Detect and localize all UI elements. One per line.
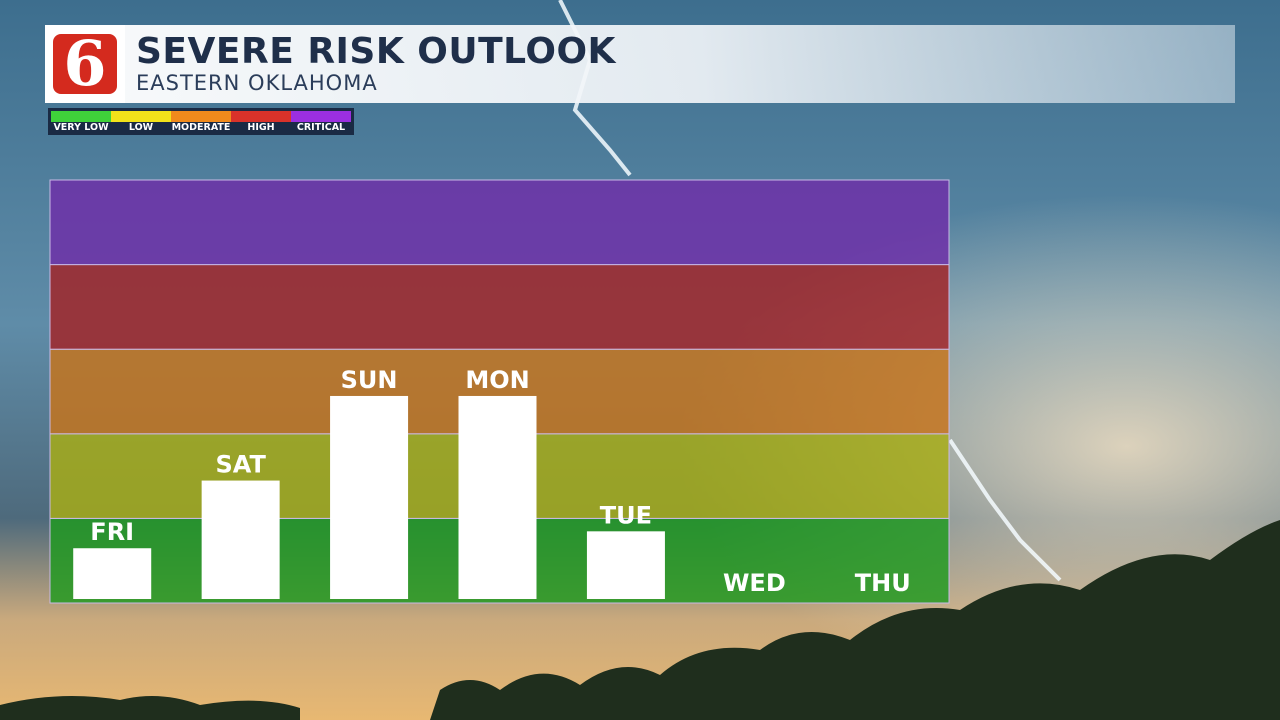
legend-label: MODERATE <box>171 122 231 133</box>
risk-legend: VERY LOW LOW MODERATE HIGH CRITICAL <box>48 108 354 135</box>
day-label-fri: FRI <box>90 518 134 546</box>
legend-swatches <box>51 111 351 122</box>
risk-bars <box>73 395 665 599</box>
risk-bands <box>49 179 950 604</box>
station-logo: 6 <box>45 25 125 103</box>
tree-line <box>0 520 1280 720</box>
bar-tue <box>586 531 665 599</box>
bar-mon <box>458 395 537 599</box>
page-subtitle: EASTERN OKLAHOMA <box>136 71 378 95</box>
day-label-thu: THU <box>855 569 911 597</box>
legend-swatch <box>51 111 111 122</box>
day-label-sat: SAT <box>215 451 266 479</box>
day-label-wed: WED <box>723 569 786 597</box>
legend-labels: VERY LOW LOW MODERATE HIGH CRITICAL <box>51 122 351 134</box>
legend-label: CRITICAL <box>296 122 346 133</box>
bar-sat <box>201 480 280 599</box>
legend-swatch <box>231 111 291 122</box>
bar-sun <box>330 395 409 599</box>
title-bar <box>45 25 1235 103</box>
legend-label: LOW <box>128 122 154 133</box>
page-title: SEVERE RISK OUTLOOK <box>136 31 616 72</box>
day-label-tue: TUE <box>600 501 652 529</box>
legend-swatch <box>111 111 171 122</box>
day-label-sun: SUN <box>341 366 398 394</box>
day-label-mon: MON <box>465 366 529 394</box>
legend-swatch <box>291 111 351 122</box>
legend-label: HIGH <box>247 122 275 133</box>
legend-swatch <box>171 111 231 122</box>
logo-mark: 6 <box>53 33 117 95</box>
risk-band <box>49 179 950 266</box>
bar-fri <box>73 548 152 599</box>
legend-label: VERY LOW <box>53 122 109 133</box>
risk-band <box>49 264 950 350</box>
day-labels: FRI SAT SUN MON TUE WED THU <box>90 366 910 597</box>
